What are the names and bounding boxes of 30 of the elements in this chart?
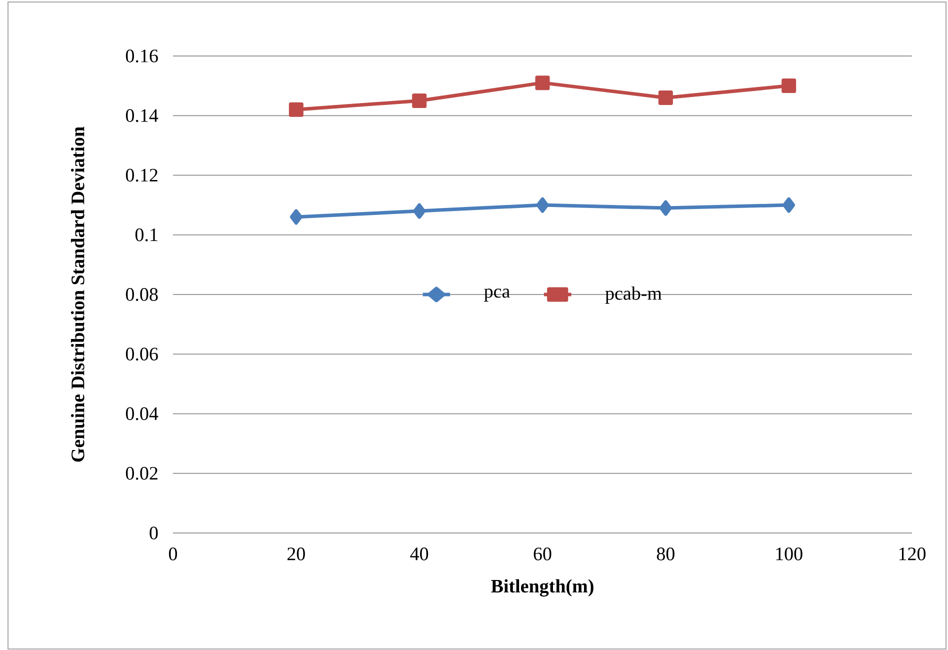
point [658,90,673,105]
legend-label: pcab-m [605,286,662,304]
point [413,203,426,219]
y-axis-title: Genuine Distribution Standard Deviation [70,126,84,462]
x-tick-label: 120 [899,548,926,560]
y-tick-label: 0.1 [135,228,158,242]
point [288,102,304,117]
y-tick-label: 0.12 [126,168,158,182]
point [412,93,427,108]
x-tick-label: 0 [168,548,178,560]
y-tick-label: 0.04 [126,407,158,420]
y-tick-label: 0.06 [126,348,158,361]
x-tick-label: 20 [288,548,305,560]
point [659,200,672,216]
x-tick-label: 40 [410,548,428,560]
x-tick-label: 60 [534,548,552,560]
point [782,197,796,213]
point [535,76,550,90]
y-tick-label: 0.16 [126,50,158,62]
point [782,78,796,94]
y-tick-label: 0.02 [126,466,158,480]
y-tick-label: 0.08 [126,288,158,301]
legend-label: pca [484,288,510,302]
x-tick-label: 80 [656,548,674,560]
point [290,209,302,225]
x-tick-label: 100 [776,548,802,560]
y-tick-label: 0.14 [126,109,158,122]
y-tick-label: 0 [150,526,158,540]
point [536,197,549,213]
x-axis-title: Bitlength(m) [491,579,594,597]
